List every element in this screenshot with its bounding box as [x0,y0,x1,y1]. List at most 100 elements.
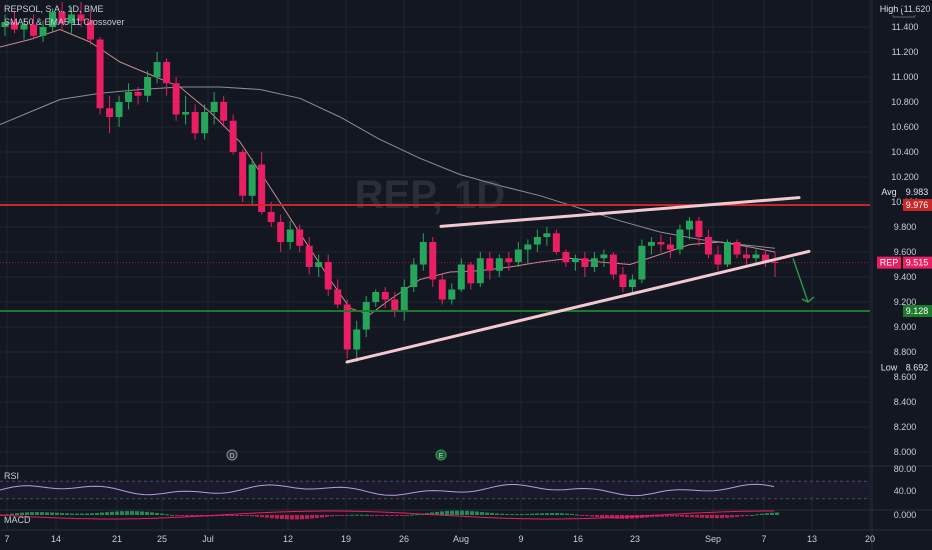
candle-body [372,292,380,302]
macd-bar [495,513,499,515]
macd-bar [225,515,229,516]
price-tick-label: 8.000 [894,447,917,457]
time-tick-label: 20 [865,534,875,544]
macd-bar [775,512,779,515]
macd-bar [290,515,294,520]
macd-bar [450,510,454,515]
candle [476,252,484,287]
candle [533,229,541,252]
macd-bar [25,512,29,515]
candle-body [752,254,760,259]
macd-bar [510,514,514,516]
macd-bar [670,515,674,517]
candle-body [106,108,114,117]
macd-bar [345,515,349,516]
candle [58,2,66,30]
macd-bar [395,515,399,516]
candle [267,202,275,227]
macd-bar [535,513,539,515]
macd-bar [580,515,584,516]
candle [761,249,769,267]
price-tick-label: 9.800 [894,222,917,232]
candle-body [125,92,133,102]
candle-body [552,233,560,252]
macd-bar [705,515,709,519]
macd-bar [590,515,594,517]
candle-body [533,237,541,245]
candle [771,252,779,277]
candle [324,254,332,296]
candle-body [305,245,313,267]
macd-bar [370,515,374,516]
candle-body [134,92,142,96]
candle [448,283,456,305]
candle-body [220,102,228,121]
resistance-tag-value: 9.976 [906,200,929,210]
rsi-tick-label: 80.00 [894,464,917,474]
candle [334,279,342,309]
time-axis[interactable]: 7 14 21 25 Jul 12 19 26 Aug 9 16 23 Sep 7 13 20 [4,534,875,544]
candle [571,254,579,271]
candle [144,70,152,102]
candle-body [666,244,674,250]
macd-bar [460,510,464,515]
macd-bar [545,513,549,515]
candle [685,217,693,240]
candle-body [457,264,465,290]
candle-body [543,233,551,237]
macd-bar [275,515,279,519]
macd-bar [180,515,184,516]
candle [372,289,380,307]
macd-bar [750,514,754,516]
candle [505,252,513,271]
candle-body [324,262,332,290]
candle [391,292,399,317]
candle-body [476,258,484,284]
candle-body [182,112,190,115]
candle [96,37,104,115]
macd-bar [140,511,144,515]
candle-body [438,279,446,300]
macd-bar [390,515,394,516]
macd-bar [160,513,164,515]
macd-bar [70,513,74,515]
macd-bar [295,515,299,520]
rsi-tick-label: 40.00 [894,486,917,496]
macd-bar [585,515,589,516]
macd-bar [755,514,759,516]
price-tick-label: 10.600 [891,122,919,132]
last-tag-value: 9.515 [906,258,929,268]
trendlines [345,196,815,364]
macd-bar [520,514,524,516]
time-tick-label: 19 [341,534,351,544]
candle [315,254,323,277]
candle-body [609,254,617,275]
last-tag-label: REP [880,258,899,268]
macd-bar [745,515,749,516]
macd-bar [650,515,654,518]
candle [11,12,19,34]
macd-bar [45,512,49,515]
time-tick-label: 21 [112,534,122,544]
macd-bar [735,515,739,517]
macd-bar [480,511,484,515]
macd-bar [100,512,104,515]
candle [410,258,418,292]
macd-bar [445,510,449,515]
macd-bar [530,513,534,515]
candle-body [429,242,437,280]
macd-bar [710,515,714,519]
trendline [439,196,801,228]
price-tick-label: 10.400 [891,147,919,157]
macd-bar [15,513,19,515]
candle-body [391,299,399,312]
candle-body [733,242,741,255]
candle-body [495,258,503,271]
candle [628,274,636,295]
candle [742,247,750,267]
macd-bar [605,515,609,519]
macd-bar [60,513,64,515]
price-axis[interactable]: 11.400 11.200 11.000 10.800 10.600 10.400 10.2… [891,5,919,457]
ema-line [0,28,776,316]
macd-bar [565,513,569,515]
